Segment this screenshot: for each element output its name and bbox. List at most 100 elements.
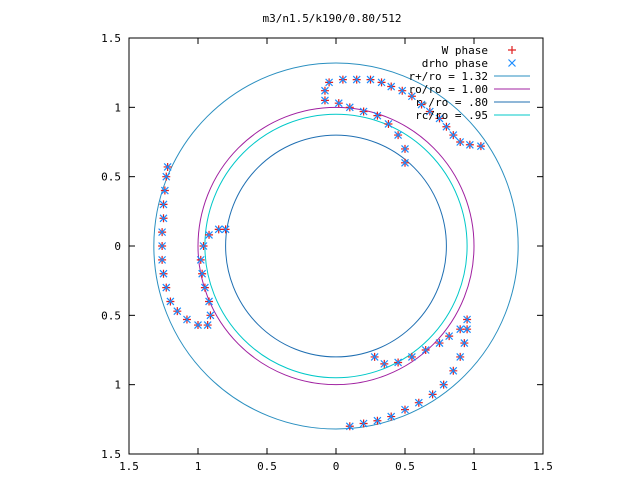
drho-phase-point <box>334 99 343 108</box>
drho-phase-point <box>398 86 407 95</box>
drho-phase-point <box>159 269 168 278</box>
drho-phase-point <box>359 419 368 428</box>
drho-phase-point <box>380 359 389 368</box>
drho-phase-point <box>370 353 379 361</box>
drho-phase-point <box>449 366 458 375</box>
legend-label: r-/ro = .80 <box>415 96 488 109</box>
drho-phase-point <box>159 200 168 209</box>
drho-phase-point <box>421 346 430 354</box>
drho-phase-point <box>456 138 465 146</box>
x-tick-label: 1 <box>195 460 202 473</box>
drho-phase-point <box>345 422 354 431</box>
x-tick-label: 1.5 <box>119 460 139 473</box>
drho-phase-point <box>221 225 230 234</box>
drho-phase-point <box>401 405 409 414</box>
drho-phase-point <box>401 145 409 153</box>
drho-phase-point <box>442 122 451 131</box>
y-tick-label: 1 <box>114 379 121 392</box>
drho-phase-point <box>394 131 403 139</box>
drho-phase-point <box>338 75 347 84</box>
drho-phase-point <box>417 100 426 109</box>
drho-phase-point <box>194 321 202 329</box>
drho-phase-point <box>321 96 329 105</box>
drho-phase-point <box>183 315 191 324</box>
drho-phase-point <box>449 131 458 139</box>
drho-phase-point <box>162 283 171 292</box>
y-tick-label: 1.5 <box>101 448 121 461</box>
drho-phase-point <box>401 158 409 167</box>
drho-phase-point <box>173 307 182 316</box>
drho-phase-point <box>158 242 167 250</box>
drho-phase-point <box>321 86 329 95</box>
drho-phase-point <box>463 315 472 324</box>
drho-phase-point <box>214 225 223 234</box>
data-markers <box>158 75 485 431</box>
legend-label: ro/ro = 1.00 <box>409 83 488 96</box>
x-tick-label: 1.5 <box>533 460 553 473</box>
drho-phase-point <box>203 321 212 329</box>
drho-phase-point <box>373 111 382 120</box>
legend-label: W phase <box>442 44 488 57</box>
drho-phase-point <box>325 78 334 87</box>
drho-phase-point <box>352 75 361 84</box>
drho-phase-point <box>206 311 215 320</box>
drho-phase-point <box>166 297 175 306</box>
radius-circle <box>197 106 475 386</box>
y-tick-label: 0.5 <box>101 309 121 322</box>
drho-phase-point <box>476 142 485 151</box>
drho-phase-point <box>163 163 172 171</box>
drho-phase-point <box>435 114 444 123</box>
drho-phase-point <box>463 325 472 334</box>
legend-marker <box>508 46 516 54</box>
drho-phase-point <box>445 332 454 341</box>
drho-phase-point <box>160 186 169 195</box>
y-tick-label: 1.5 <box>101 32 121 45</box>
drho-phase-point <box>373 416 382 425</box>
drho-phase-point <box>460 339 469 347</box>
radius-circle <box>204 113 468 379</box>
drho-phase-point <box>377 78 386 87</box>
drho-phase-point <box>439 380 448 389</box>
chart-title: m3/n1.5/k190/0.80/512 <box>262 12 401 25</box>
drho-phase-point <box>387 82 396 91</box>
drho-phase-point <box>159 214 168 223</box>
drho-phase-point <box>345 103 354 112</box>
drho-phase-point <box>414 398 423 407</box>
legend-label: rc/ro = .95 <box>415 109 488 122</box>
drho-phase-point <box>366 75 375 84</box>
radius-circle <box>225 134 447 358</box>
drho-phase-point <box>205 297 213 306</box>
drho-phase-point <box>158 228 167 237</box>
x-tick-label: 0.5 <box>257 460 277 473</box>
x-tick-label: 1 <box>471 460 478 473</box>
drho-phase-point <box>425 107 434 116</box>
radius-circle <box>153 62 519 430</box>
drho-phase-point <box>162 172 171 181</box>
drho-phase-point <box>199 242 208 250</box>
drho-phase-point <box>407 353 416 361</box>
legend-label: r+/ro = 1.32 <box>409 70 488 83</box>
drho-phase-point <box>387 412 396 421</box>
y-tick-label: 1 <box>114 101 121 114</box>
y-tick-label: 0 <box>114 240 121 253</box>
drho-phase-point <box>407 92 416 101</box>
drho-phase-point <box>200 283 209 292</box>
x-tick-label: 0.5 <box>395 460 415 473</box>
drho-phase-point <box>359 107 368 116</box>
x-tick-label: 0 <box>333 460 340 473</box>
drho-phase-point <box>465 140 474 149</box>
axis-ticks: 1.5 1 0.5 0 0.5 1 1.51.510.500.511.5 <box>101 32 553 473</box>
drho-phase-point <box>198 269 207 278</box>
drho-phase-point <box>394 358 403 367</box>
legend-marker <box>508 59 516 67</box>
reference-circles <box>153 62 519 430</box>
drho-phase-point <box>196 255 205 264</box>
drho-phase-point <box>384 120 393 128</box>
drho-phase-point <box>428 390 437 399</box>
drho-phase-point <box>158 255 167 264</box>
drho-phase-point <box>435 339 444 347</box>
y-tick-label: 0.5 <box>101 171 121 184</box>
legend-label: drho phase <box>422 57 488 70</box>
